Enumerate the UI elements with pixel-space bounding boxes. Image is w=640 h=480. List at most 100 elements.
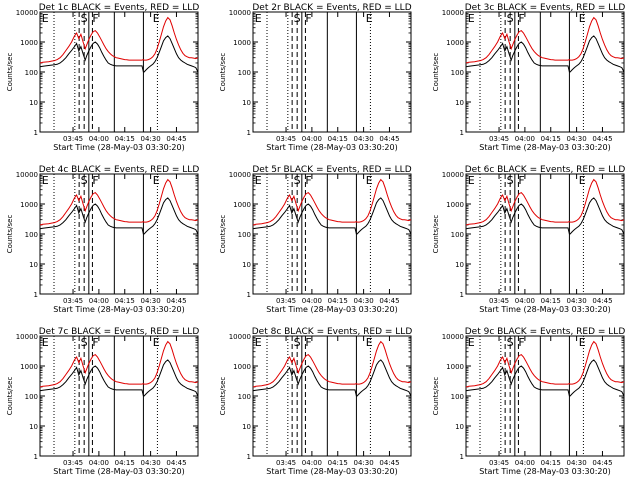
y-tick-label: 1 — [460, 291, 464, 299]
y-tick-label: 10 — [455, 423, 464, 431]
x-tick-label: 04:00 — [302, 459, 322, 467]
marker-letter: F — [518, 174, 524, 187]
x-axis-label: Start Time (28-May-03 03:30:20) — [266, 143, 397, 152]
panel-title: Det 3c BLACK = Events, RED = LLD — [465, 3, 626, 13]
panel-title: Det 1c BLACK = Events, RED = LLD — [39, 3, 200, 13]
x-tick-label: 04:45 — [592, 135, 612, 143]
panel-title: Det 4c BLACK = Events, RED = LLD — [39, 165, 200, 175]
y-axis-label: Counts/sec — [219, 53, 227, 92]
y-tick-label: 1 — [460, 129, 464, 137]
panel-title: Det 8c BLACK = Events, RED = LLD — [252, 327, 413, 337]
panel-9: Det 9c BLACK = Events, RED = LLD 1 10 100 10… — [432, 327, 625, 476]
y-tick-label: 1 — [34, 453, 38, 461]
x-axis-label: Start Time (28-May-03 03:30:20) — [266, 467, 397, 476]
x-tick-label: 04:15 — [328, 297, 348, 305]
marker-letter: F — [92, 12, 98, 25]
y-tick-label: 10000 — [229, 9, 251, 17]
panel-title: Det 9c BLACK = Events, RED = LLD — [465, 327, 626, 337]
x-tick-label: 04:15 — [115, 297, 135, 305]
marker-letter: E — [468, 174, 475, 187]
x-tick-label: 04:45 — [379, 459, 399, 467]
x-tick-label: 04:15 — [541, 459, 561, 467]
marker-letter: E — [153, 12, 160, 25]
x-tick-label: 04:30 — [567, 135, 587, 143]
panel-1: Det 1c BLACK = Events, RED = LLD 1 10 100 10… — [6, 3, 199, 152]
x-tick-label: 03:45 — [63, 459, 83, 467]
marker-letter: F — [518, 336, 524, 349]
x-tick-label: 04:00 — [515, 135, 535, 143]
events-series-line — [465, 359, 625, 397]
y-axis-label: Counts/sec — [219, 215, 227, 254]
y-tick-label: 100 — [451, 231, 464, 239]
y-tick-label: 10 — [455, 261, 464, 269]
x-tick-label: 03:45 — [489, 459, 509, 467]
plot-frame — [39, 173, 199, 295]
x-tick-label: 03:45 — [276, 297, 296, 305]
marker-letter: E — [42, 336, 49, 349]
x-tick-label: 04:15 — [115, 135, 135, 143]
marker-letter: F — [305, 12, 311, 25]
marker-letter: E — [153, 336, 160, 349]
y-tick-label: 1 — [34, 129, 38, 137]
y-axis-label: Counts/sec — [6, 215, 14, 254]
events-series-line — [252, 197, 412, 235]
y-axis-label: Counts/sec — [432, 377, 440, 416]
marker-letter: E — [468, 12, 475, 25]
y-tick-label: 10000 — [229, 171, 251, 179]
y-tick-label: 10000 — [442, 9, 464, 17]
x-axis-label: Start Time (28-May-03 03:30:20) — [479, 305, 610, 314]
panel-8: Det 8c BLACK = Events, RED = LLD 1 10 100 10… — [219, 327, 412, 476]
x-tick-label: 04:00 — [89, 459, 109, 467]
y-tick-label: 1000 — [233, 363, 251, 371]
x-axis-label: Start Time (28-May-03 03:30:20) — [53, 467, 184, 476]
marker-letter: E — [579, 336, 586, 349]
x-tick-label: 04:45 — [379, 297, 399, 305]
panel-title: Det 2r BLACK = Events, RED = LLD — [252, 3, 411, 13]
marker-letter: S — [81, 336, 88, 349]
x-tick-label: 03:45 — [276, 135, 296, 143]
y-tick-label: 1 — [247, 291, 251, 299]
marker-letter: E — [579, 174, 586, 187]
y-tick-label: 10000 — [16, 9, 38, 17]
plot-frame — [465, 335, 625, 457]
x-tick-label: 04:30 — [354, 135, 374, 143]
x-axis-label: Start Time (28-May-03 03:30:20) — [266, 305, 397, 314]
plot-frame — [252, 11, 412, 133]
lld-series-line — [39, 16, 199, 64]
x-tick-label: 04:15 — [541, 135, 561, 143]
x-tick-label: 04:00 — [515, 459, 535, 467]
x-tick-label: 04:00 — [89, 297, 109, 305]
y-axis-label: Counts/sec — [219, 377, 227, 416]
x-tick-label: 04:15 — [115, 459, 135, 467]
y-tick-label: 100 — [25, 231, 38, 239]
y-tick-label: 1 — [247, 453, 251, 461]
marker-letter: S — [507, 12, 514, 25]
marker-letter: E — [255, 336, 262, 349]
x-tick-label: 04:30 — [567, 297, 587, 305]
y-tick-label: 10 — [29, 99, 38, 107]
y-tick-label: 10000 — [442, 333, 464, 341]
marker-letter: E — [255, 174, 262, 187]
events-series-line — [252, 359, 412, 397]
y-tick-label: 100 — [451, 393, 464, 401]
marker-letter: F — [305, 174, 311, 187]
y-axis-label: Counts/sec — [432, 53, 440, 92]
x-tick-label: 04:45 — [592, 459, 612, 467]
y-tick-label: 10 — [242, 261, 251, 269]
y-tick-label: 1 — [247, 129, 251, 137]
lld-series-line — [465, 340, 625, 388]
plot-frame — [39, 335, 199, 457]
x-axis-label: Start Time (28-May-03 03:30:20) — [53, 305, 184, 314]
y-axis-label: Counts/sec — [432, 215, 440, 254]
x-tick-label: 04:45 — [592, 297, 612, 305]
events-series-line — [465, 35, 625, 73]
y-tick-label: 1000 — [446, 363, 464, 371]
panel-5: Det 5r BLACK = Events, RED = LLD 1 10 100 10… — [219, 165, 412, 314]
x-tick-label: 04:00 — [302, 297, 322, 305]
y-tick-label: 100 — [238, 231, 251, 239]
y-tick-label: 100 — [25, 69, 38, 77]
marker-letter: S — [507, 336, 514, 349]
x-tick-label: 04:00 — [515, 297, 535, 305]
panel-3: Det 3c BLACK = Events, RED = LLD 1 10 100 10… — [432, 3, 625, 152]
